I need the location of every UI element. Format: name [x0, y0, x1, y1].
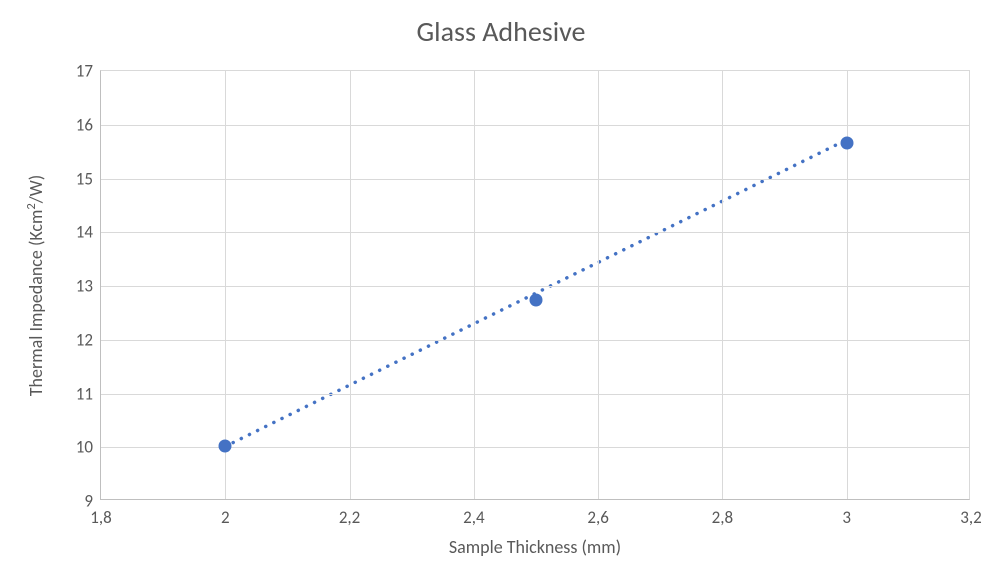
data-point-marker [219, 440, 232, 453]
x-tick-label: 3 [842, 499, 851, 528]
data-point-marker [530, 293, 543, 306]
y-axis-label-sup: 2 [25, 203, 40, 209]
y-tick-label: 17 [76, 61, 101, 82]
y-axis-label: Thermal Impedance (Kcm2/W) [25, 174, 48, 395]
x-tick-label: 2 [221, 499, 230, 528]
trendline-svg [101, 71, 969, 499]
y-tick-label: 13 [76, 276, 101, 297]
vertical-gridline [598, 71, 599, 499]
y-tick-label: 12 [76, 329, 101, 350]
horizontal-gridline [101, 179, 969, 180]
vertical-gridline [225, 71, 226, 499]
x-axis-label: Sample Thickness (mm) [100, 536, 970, 558]
x-tick-label: 3,2 [960, 499, 981, 528]
y-axis-label-prefix: Thermal Impedance (Kcm [26, 209, 48, 396]
y-tick-label: 10 [76, 437, 101, 458]
chart-container: Glass Adhesive Thermal Impedance (Kcm2/W… [0, 0, 1002, 581]
y-axis-label-container: Thermal Impedance (Kcm2/W) [24, 70, 48, 500]
vertical-gridline [722, 71, 723, 499]
y-tick-label: 16 [76, 114, 101, 135]
y-tick-label: 14 [76, 222, 101, 243]
vertical-gridline [350, 71, 351, 499]
y-axis-label-suffix: /W) [26, 174, 48, 202]
horizontal-gridline [101, 394, 969, 395]
chart-title: Glass Adhesive [0, 14, 1002, 49]
horizontal-gridline [101, 232, 969, 233]
x-tick-label: 2,2 [339, 499, 360, 528]
horizontal-gridline [101, 286, 969, 287]
x-tick-label: 1,8 [90, 499, 111, 528]
horizontal-gridline [101, 340, 969, 341]
x-tick-label: 2,4 [463, 499, 484, 528]
x-tick-label: 2,6 [587, 499, 608, 528]
data-point-marker [840, 137, 853, 150]
y-tick-label: 11 [76, 383, 101, 404]
x-tick-label: 2,8 [712, 499, 733, 528]
vertical-gridline [847, 71, 848, 499]
vertical-gridline [474, 71, 475, 499]
plot-area: 910111213141516171,822,22,42,62,833,2 [100, 70, 970, 500]
y-tick-label: 15 [76, 168, 101, 189]
horizontal-gridline [101, 125, 969, 126]
